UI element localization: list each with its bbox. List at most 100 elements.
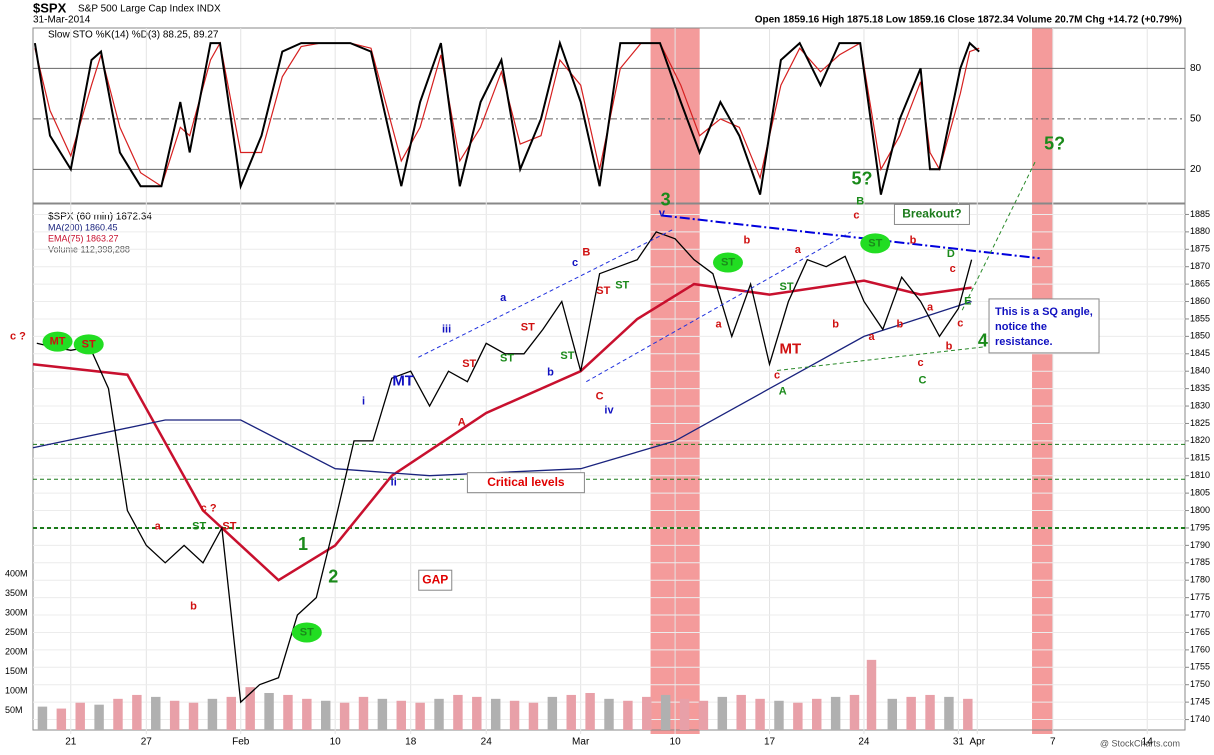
annotation: ST bbox=[222, 520, 236, 532]
y-tick-label: 1825 bbox=[1190, 418, 1210, 428]
volume-bar bbox=[660, 694, 671, 730]
volume-tick-label: 250M bbox=[5, 627, 28, 637]
annotation: C bbox=[919, 375, 927, 387]
y-tick-label: 1800 bbox=[1190, 505, 1210, 515]
x-tick-label: Apr bbox=[969, 737, 985, 748]
y-tick-label: 1845 bbox=[1190, 348, 1210, 358]
annotation: B bbox=[582, 247, 590, 259]
volume-bar bbox=[830, 696, 841, 730]
volume-bar bbox=[453, 694, 463, 730]
annotation: v bbox=[659, 207, 666, 219]
volume-bar bbox=[490, 698, 501, 730]
volume-bar bbox=[264, 692, 274, 730]
annotation: b bbox=[547, 367, 554, 379]
annotation: c ? bbox=[201, 502, 217, 514]
date: 31-Mar-2014 bbox=[33, 15, 91, 26]
annotation: b bbox=[910, 234, 917, 246]
volume-bar bbox=[887, 698, 897, 730]
annotation: b bbox=[896, 318, 903, 330]
stoch-line bbox=[34, 41, 980, 188]
volume-tick-label: 200M bbox=[5, 646, 28, 656]
volume-bar bbox=[56, 708, 67, 730]
annotation: Breakout? bbox=[902, 207, 961, 221]
volume-bar bbox=[679, 698, 690, 730]
annotation: c bbox=[572, 257, 578, 269]
volume-bar bbox=[94, 704, 104, 730]
volume-bar bbox=[321, 700, 331, 730]
annotation: c ? bbox=[10, 330, 26, 342]
y-tick-label: 1780 bbox=[1190, 575, 1210, 585]
y-tick-label: 1745 bbox=[1190, 697, 1210, 707]
y-tick-label: 1805 bbox=[1190, 488, 1210, 498]
y-tick-label: 1775 bbox=[1190, 592, 1210, 602]
volume-bar bbox=[866, 659, 877, 730]
y-tick-label: 1795 bbox=[1190, 522, 1210, 532]
price-legend: $SPX (60 min) 1872.34 bbox=[48, 212, 152, 223]
annotation: a bbox=[927, 302, 934, 314]
volume-tick-label: 350M bbox=[5, 588, 28, 598]
volume-bar bbox=[188, 702, 199, 730]
annotation: ST bbox=[560, 350, 574, 362]
volume-bar bbox=[113, 698, 123, 730]
x-tick-label: 21 bbox=[65, 737, 77, 748]
trend-line bbox=[661, 214, 1040, 260]
volume-bar bbox=[793, 702, 803, 730]
ema-legend: EMA(75) 1863.27 bbox=[48, 233, 119, 243]
annotation: b bbox=[743, 234, 750, 246]
annotation: ST bbox=[462, 358, 476, 370]
annotation: B bbox=[856, 195, 864, 207]
annotation: D bbox=[947, 248, 955, 260]
annotation: a bbox=[715, 318, 722, 330]
volume-bar bbox=[585, 692, 595, 730]
y-tick-label: 1840 bbox=[1190, 366, 1210, 376]
volume-bar bbox=[207, 698, 218, 730]
volume-bar bbox=[774, 700, 784, 730]
volume-bar bbox=[132, 694, 142, 730]
volume-tick-label: 100M bbox=[5, 685, 28, 695]
y-tick-label: 1750 bbox=[1190, 679, 1210, 689]
annotation-box bbox=[893, 203, 970, 225]
y-tick-label: 1810 bbox=[1190, 470, 1210, 480]
annotation: MT bbox=[779, 341, 801, 358]
price-line bbox=[36, 231, 973, 704]
y-tick-label: 1785 bbox=[1190, 557, 1210, 567]
price-line bbox=[32, 279, 972, 582]
annotation: ST bbox=[721, 256, 735, 268]
annotation: 5? bbox=[1044, 134, 1065, 154]
y-tick-label: 80 bbox=[1190, 63, 1202, 74]
annotation: iv bbox=[604, 404, 614, 416]
y-tick-label: 1850 bbox=[1190, 331, 1210, 341]
x-tick-label: Feb bbox=[232, 737, 250, 748]
volume-bar bbox=[509, 700, 520, 730]
stoch-legend: Slow STO %K(14) %D(3) 88.25, 89.27 bbox=[48, 30, 219, 41]
annotation: MT bbox=[50, 336, 66, 348]
y-tick-label: 1855 bbox=[1190, 313, 1210, 323]
annotation: i bbox=[362, 395, 365, 407]
annotation: ST bbox=[192, 520, 206, 532]
y-tick-label: 1835 bbox=[1190, 383, 1210, 393]
annotation: a bbox=[868, 331, 875, 343]
quote: Open 1859.16 High 1875.18 Low 1859.16 Cl… bbox=[755, 15, 1182, 26]
volume-bar bbox=[472, 696, 482, 730]
volume-bar bbox=[623, 700, 633, 730]
annotation: ST bbox=[615, 279, 629, 291]
x-tick-label: 7 bbox=[1050, 737, 1056, 748]
y-tick-label: 1865 bbox=[1190, 278, 1210, 288]
annotation: c bbox=[918, 357, 924, 369]
x-tick-label: 18 bbox=[405, 737, 417, 748]
volume-bar bbox=[944, 696, 954, 730]
trend-line bbox=[418, 228, 674, 358]
volume-bar bbox=[642, 696, 652, 730]
annotation: C bbox=[596, 391, 604, 403]
annotation: c bbox=[853, 209, 859, 221]
annotation: 3 bbox=[661, 189, 671, 209]
annotation: b bbox=[190, 601, 197, 613]
y-tick-label: 1860 bbox=[1190, 296, 1210, 306]
credit: @ StockCharts.com bbox=[1100, 738, 1180, 748]
volume-bar bbox=[547, 696, 558, 730]
annotation: E bbox=[964, 295, 971, 307]
highlight-oval bbox=[73, 334, 104, 355]
annotation: b bbox=[946, 340, 953, 352]
y-tick-label: 1880 bbox=[1190, 226, 1210, 236]
